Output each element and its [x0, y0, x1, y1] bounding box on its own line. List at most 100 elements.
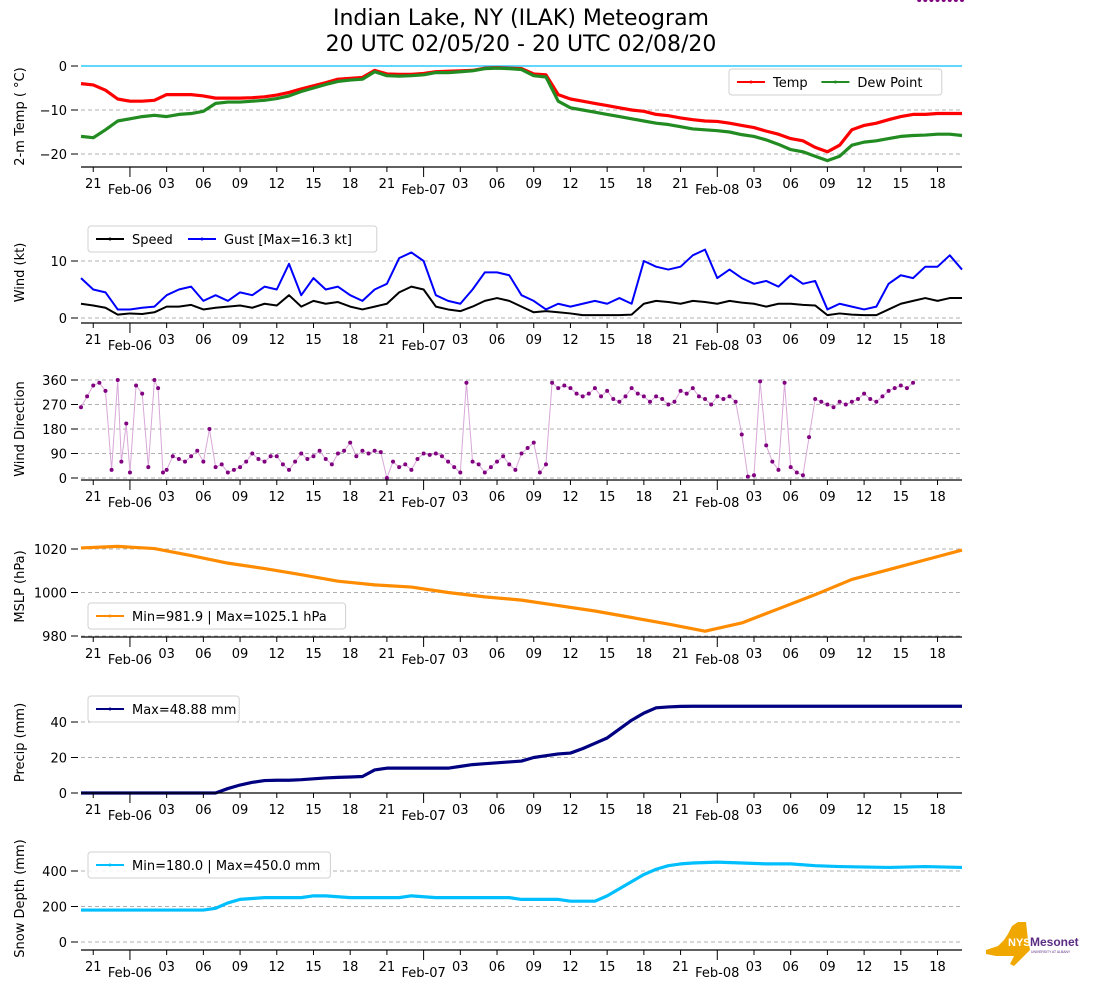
chart-title-line2: 20 UTC 02/05/20 - 20 UTC 02/08/20: [325, 32, 717, 57]
x-day-label: Feb-07: [401, 809, 445, 824]
x-tick-label: 06: [782, 333, 799, 348]
x-tick-label: 12: [562, 177, 579, 192]
series-line-min: [80, 544, 963, 633]
wind-direction-point: [482, 470, 487, 475]
wind-direction-point: [189, 454, 194, 459]
x-tick-label: 03: [158, 803, 175, 818]
wind-direction-point: [684, 391, 689, 396]
wind-direction-point: [892, 386, 897, 391]
wind-direction-point: [709, 402, 714, 407]
wind-direction-point: [941, 0, 946, 2]
x-day-label: Feb-06: [108, 653, 152, 668]
wind-direction-point: [843, 402, 848, 407]
wind-direction-point: [543, 462, 548, 467]
x-tick-label: 15: [305, 490, 322, 505]
x-tick-label: 15: [599, 647, 616, 662]
wind-direction-point: [935, 0, 940, 2]
wind-direction-point: [923, 0, 928, 2]
wind-direction-point: [562, 383, 567, 388]
wind-direction-point: [103, 388, 108, 393]
legend-snow-depth: Min=180.0 | Max=450.0 mm: [87, 851, 331, 879]
wind-direction-point: [97, 380, 102, 385]
wind-direction-point: [274, 454, 279, 459]
wind-direction-point: [733, 399, 738, 404]
wind-direction-point: [800, 473, 805, 478]
x-day-label: Feb-08: [695, 809, 739, 824]
x-tick-label: 06: [195, 177, 212, 192]
wind-direction-point: [623, 394, 628, 399]
wind-direction-point: [287, 467, 292, 472]
x-tick-label: 18: [342, 177, 359, 192]
x-tick-label: 12: [269, 960, 286, 975]
wind-direction-point: [384, 476, 389, 480]
x-tick-label: 03: [746, 647, 763, 662]
x-day-label: Feb-06: [108, 339, 152, 354]
wind-direction-point: [366, 451, 371, 456]
ny-state-shape-icon: [986, 922, 1030, 966]
x-day-label: Feb-07: [401, 966, 445, 981]
legend-marker: [749, 80, 753, 84]
wind-direction-point: [183, 459, 188, 464]
y-tick-label: 1020: [34, 543, 67, 558]
wind-direction-point: [929, 0, 934, 2]
wind-direction-point: [439, 454, 444, 459]
legend-marker: [108, 863, 112, 867]
wind-direction-point: [207, 427, 212, 431]
wind-direction-point: [837, 399, 842, 404]
x-tick-label: 18: [929, 490, 946, 505]
y-tick-label: 0: [59, 936, 67, 951]
x-tick-label: 09: [525, 333, 542, 348]
x-tick-label: 18: [636, 960, 653, 975]
legend-label: Speed: [132, 233, 173, 248]
x-tick-label: 09: [525, 490, 542, 505]
x-tick-label: 15: [599, 803, 616, 818]
x-tick-label: 12: [562, 960, 579, 975]
wind-direction-point: [495, 459, 500, 464]
wind-direction-point: [550, 380, 555, 385]
x-tick-label: 03: [746, 960, 763, 975]
wind-direction-point: [611, 397, 616, 402]
x-tick-label: 12: [562, 647, 579, 662]
wind-direction-point: [568, 386, 573, 391]
x-tick-label: 15: [305, 803, 322, 818]
x-tick-label: 15: [893, 333, 910, 348]
x-tick-label: 09: [819, 803, 836, 818]
x-tick-label: 09: [819, 960, 836, 975]
x-tick-label: 18: [929, 647, 946, 662]
x-day-label: Feb-06: [108, 183, 152, 198]
x-tick-label: 15: [893, 177, 910, 192]
wind-direction-point: [244, 459, 249, 464]
wind-direction-point: [231, 467, 236, 472]
wind-direction-point: [776, 467, 781, 472]
wind-direction-point: [635, 391, 640, 396]
series-line-min: [81, 860, 963, 912]
wind-direction-point: [770, 459, 775, 464]
x-tick-label: 03: [452, 177, 469, 192]
y-axis-label: Wind (kt): [13, 243, 28, 303]
legend-label: Min=981.9 | Max=1025.1 hPa: [132, 610, 327, 625]
x-day-label: Feb-08: [695, 183, 739, 198]
wind-direction-point: [225, 470, 230, 475]
x-tick-label: 18: [636, 647, 653, 662]
x-tick-label: 21: [672, 177, 689, 192]
legend-marker: [108, 707, 112, 711]
wind-direction-point: [391, 459, 396, 464]
x-tick-label: 21: [672, 333, 689, 348]
x-tick-label: 12: [269, 333, 286, 348]
x-tick-label: 21: [85, 177, 102, 192]
y-axis-label: Precip (mm): [13, 703, 28, 782]
wind-direction-point: [862, 391, 867, 396]
wind-direction-point: [788, 465, 793, 470]
x-day-label: Feb-07: [401, 183, 445, 198]
legend-box: [87, 851, 331, 879]
x-tick-label: 18: [636, 803, 653, 818]
x-tick-label: 03: [158, 960, 175, 975]
logo-sub-text: UNIVERSITY AT ALBANY: [1031, 950, 1071, 954]
x-day-label: Feb-06: [108, 966, 152, 981]
x-tick-label: 09: [819, 490, 836, 505]
x-tick-label: 21: [379, 803, 396, 818]
x-tick-label: 18: [342, 960, 359, 975]
y-tick-label: 980: [42, 630, 67, 645]
wind-direction-point: [513, 467, 518, 472]
